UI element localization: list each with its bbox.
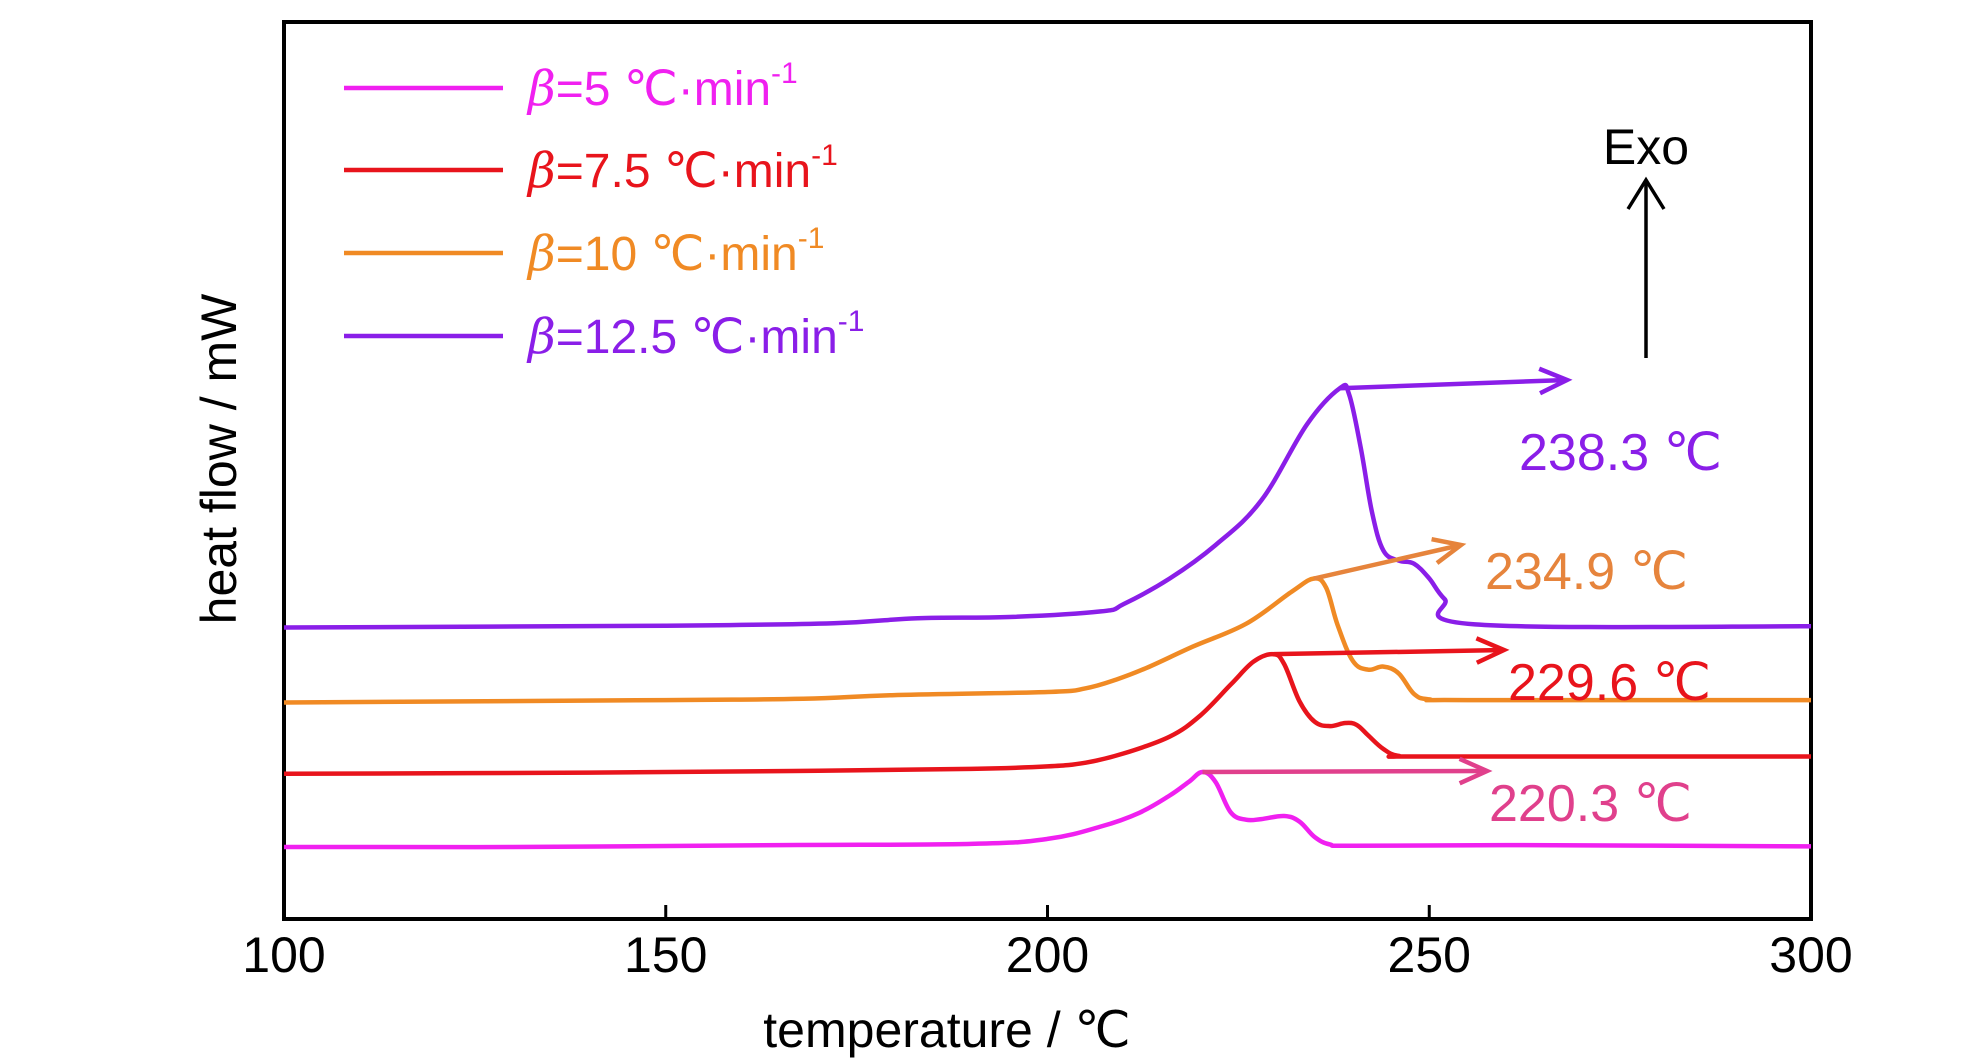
exo-label: Exo [1603,119,1689,175]
peak-arrow [1339,377,1568,391]
peak-arrow-head [1431,536,1467,565]
peak-arrow-head [1475,636,1510,665]
legend-label: β=12.5 ℃·min-1 [526,305,864,365]
legend-exponent: -1 [811,139,838,172]
x-tick-label: 100 [242,927,325,983]
legend-exponent: -1 [771,57,798,90]
legend-beta: β [526,309,556,365]
legend-label: β=10 ℃·min-1 [526,222,824,282]
x-tick-label: 250 [1388,927,1471,983]
legend-rate: =5 ℃·min [556,63,771,116]
series-line [283,651,1812,777]
legend-rate: =7.5 ℃·min [556,145,811,198]
series-line [283,769,1812,850]
legend-rate: =12.5 ℃·min [556,311,838,364]
x-axis-label: temperature / ℃ [763,1002,1130,1058]
x-axis-ticks: 100 150 200 250 300 [242,905,1853,983]
peak-arrow [1313,542,1462,581]
x-tick-label: 150 [624,927,707,983]
series-lines [283,382,1812,850]
series-line [283,382,1812,630]
exo-indicator: Exo [1603,119,1689,358]
y-axis-label: heat flow / mW [191,293,247,624]
peak-arrow-head [1538,366,1573,396]
legend-label: β=7.5 ℃·min-1 [526,139,838,199]
series-line [283,576,1812,705]
legend: β=5 ℃·min-1β=7.5 ℃·min-1β=10 ℃·min-1β=12… [344,57,864,365]
peak-label: 220.3 ℃ [1489,775,1692,833]
peak-label: 234.9 ℃ [1485,543,1688,601]
exo-arrow-head [1626,176,1666,210]
legend-beta: β [526,226,556,282]
x-tick-label: 300 [1769,927,1852,983]
x-tick-label: 200 [1006,927,1089,983]
legend-beta: β [526,143,556,199]
legend-rate: =10 ℃·min [556,228,798,281]
peak-arrow [1202,768,1488,775]
peak-arrows: 220.3 ℃ 229.6 ℃ 234.9 ℃ 238.3 ℃ [1202,366,1722,833]
peak-label: 229.6 ℃ [1508,654,1711,712]
peak-arrow-head [1458,756,1493,786]
legend-exponent: -1 [798,222,825,255]
legend-label: β=5 ℃·min-1 [526,57,798,117]
peak-label: 238.3 ℃ [1519,424,1722,482]
peak-arrow [1273,647,1505,657]
legend-exponent: -1 [838,305,865,338]
legend-beta: β [526,61,556,117]
